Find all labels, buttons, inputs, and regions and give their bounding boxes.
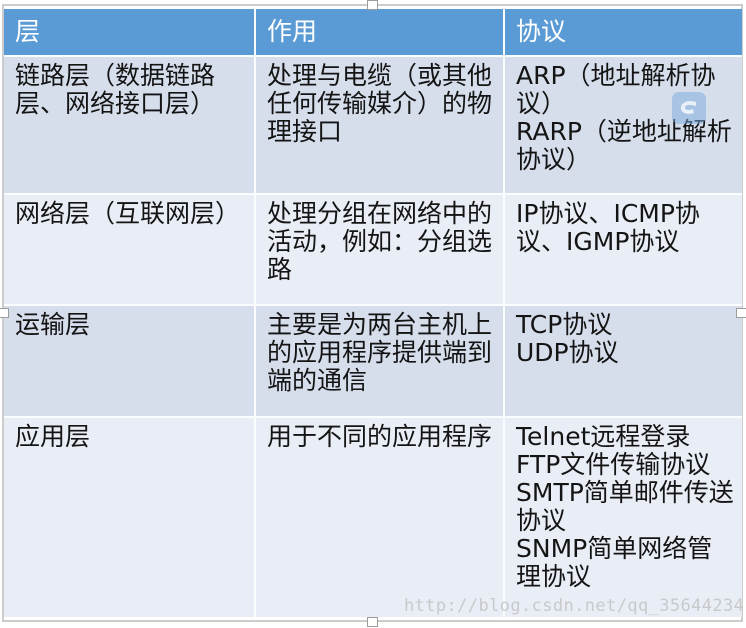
protocol-line: SMTP简单邮件传送协议 (516, 478, 734, 535)
function-text: 处理与电缆（或其他任何传输媒介）的物理接口 (267, 61, 493, 146)
cell-layer-link[interactable]: 链路层（数据链路层、网络接口层） (4, 57, 254, 193)
column-header-label: 作用 (267, 17, 318, 46)
cell-protocols-transport[interactable]: TCP协议 UDP协议 (505, 306, 742, 416)
cell-protocols-link[interactable]: ARP（地址解析协议） RARP（逆地址解析协议） (505, 57, 742, 193)
protocol-line: IP协议、ICMP协议、IGMP协议 (516, 199, 700, 256)
column-header-label: 协议 (516, 17, 567, 46)
resize-handle-top[interactable] (367, 0, 378, 10)
layer-name: 链路层（数据链路层、网络接口层） (15, 61, 216, 118)
cell-function-application[interactable]: 用于不同的应用程序 (256, 418, 503, 617)
cell-function-transport[interactable]: 主要是为两台主机上的应用程序提供端到端的通信 (256, 306, 503, 416)
cell-protocols-network[interactable]: IP协议、ICMP协议、IGMP协议 (505, 195, 742, 304)
protocol-line: RARP（逆地址解析协议） (516, 117, 732, 174)
resize-handle-left[interactable] (0, 308, 9, 318)
protocol-layers-table: 层 作用 协议 链路层（数据链路层、网络接口层） 处理与电缆（或其他任何传输媒介… (4, 9, 742, 617)
column-header-layer[interactable]: 层 (4, 9, 254, 55)
function-text: 主要是为两台主机上的应用程序提供端到端的通信 (267, 310, 493, 395)
protocol-line: UDP协议 (516, 338, 619, 367)
protocol-line: SNMP简单网络管理协议 (516, 534, 713, 591)
cell-function-network[interactable]: 处理分组在网络中的活动，例如：分组选路 (256, 195, 503, 304)
cell-function-link[interactable]: 处理与电缆（或其他任何传输媒介）的物理接口 (256, 57, 503, 193)
layer-name: 应用层 (15, 422, 91, 451)
protocol-line: FTP文件传输协议 (516, 450, 711, 479)
protocol-line: Telnet远程登录 (516, 422, 691, 451)
cell-layer-network[interactable]: 网络层（互联网层） (4, 195, 254, 304)
column-header-function[interactable]: 作用 (256, 9, 503, 55)
function-text: 用于不同的应用程序 (267, 422, 493, 451)
cell-layer-application[interactable]: 应用层 (4, 418, 254, 617)
protocol-line: ARP（地址解析协议） (516, 61, 716, 118)
cell-layer-transport[interactable]: 运输层 (4, 306, 254, 416)
column-header-label: 层 (15, 17, 41, 46)
function-text: 处理分组在网络中的活动，例如：分组选路 (267, 199, 493, 284)
cell-protocols-application[interactable]: Telnet远程登录 FTP文件传输协议 SMTP简单邮件传送协议 SNMP简单网络管… (505, 418, 742, 617)
layer-name: 运输层 (15, 310, 91, 339)
resize-handle-right[interactable] (736, 308, 746, 318)
resize-handle-bottom[interactable] (367, 617, 378, 627)
layer-name: 网络层（互联网层） (15, 199, 241, 228)
protocol-line: TCP协议 (516, 310, 613, 339)
column-header-protocol[interactable]: 协议 (505, 9, 742, 55)
